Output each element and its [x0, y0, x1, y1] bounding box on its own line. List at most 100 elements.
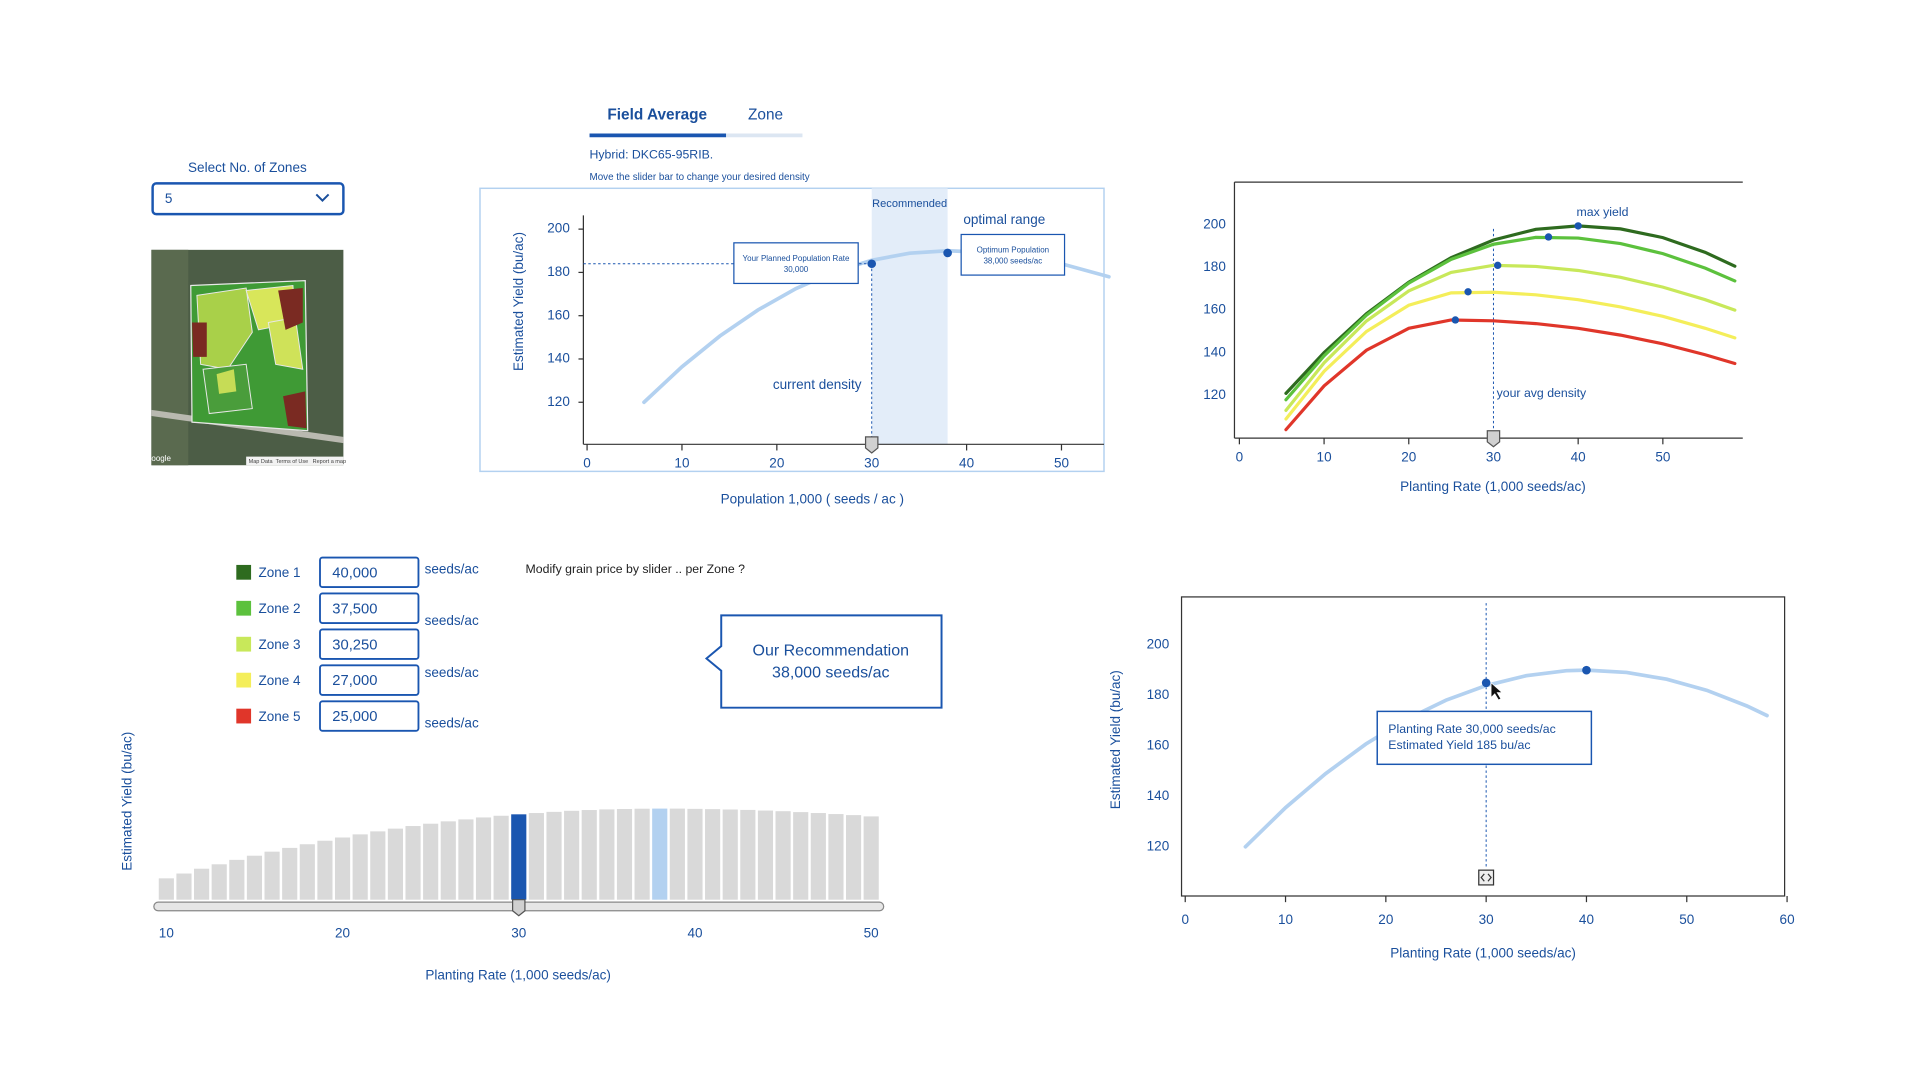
y-tick-label: 140	[1147, 788, 1170, 803]
y-tick-label: 120	[547, 394, 570, 409]
zone-rate: 25,000	[332, 709, 377, 725]
yield-bar	[705, 809, 721, 900]
zone-swatch	[236, 600, 252, 616]
yield-bar	[546, 811, 562, 900]
y-tick-label: 200	[1147, 637, 1170, 652]
yield-bar	[616, 808, 633, 900]
yield-bar	[246, 855, 263, 900]
yield-bar	[722, 809, 738, 900]
slider-handle[interactable]	[864, 436, 879, 454]
recommendation-box	[704, 614, 943, 709]
zone-name: Zone 5	[258, 709, 300, 724]
zone-curve	[1284, 318, 1737, 432]
yield-bar	[564, 810, 580, 900]
callout-box	[960, 233, 1066, 276]
zone-rate: 40,000	[332, 565, 377, 581]
callout-label: Optimum Population	[977, 246, 1049, 255]
y-tick-label: 160	[1203, 302, 1226, 317]
zone-curve	[1284, 290, 1737, 421]
yield-bar	[845, 815, 862, 900]
zone-dropdown[interactable]	[151, 182, 345, 216]
yield-bar	[334, 837, 351, 900]
yield-point	[1582, 665, 1591, 675]
yield-bar	[387, 828, 403, 900]
recommended-band	[871, 188, 948, 445]
x-tick-label: 50	[1054, 456, 1069, 471]
map-link[interactable]: Map Data	[249, 459, 274, 465]
x-tick-label: 50	[1655, 449, 1670, 464]
x-tick-label: 30	[1486, 449, 1501, 464]
zone-swatch	[236, 708, 252, 724]
slider-handle[interactable]	[1478, 869, 1495, 886]
zone-swatch	[236, 564, 252, 580]
y-tick-label: 140	[1203, 344, 1226, 359]
instruction: Move the slider bar to change your desir…	[590, 172, 810, 183]
annotation: your avg density	[1497, 386, 1587, 400]
zone-select-label: Select No. of Zones	[188, 160, 307, 175]
x-tick-label: 10	[1317, 449, 1332, 464]
y-axis-label: Estimated Yield (bu/ac)	[1108, 670, 1123, 809]
tooltip-box	[1376, 710, 1593, 766]
zone-rate: 37,500	[332, 601, 377, 617]
zone-rate-input[interactable]	[319, 628, 420, 660]
zone-curve	[1284, 263, 1737, 413]
zone-rate-input[interactable]	[319, 664, 420, 696]
map-link[interactable]: Report a map	[313, 459, 346, 465]
zone-name: Zone 4	[258, 673, 301, 688]
annotation: optimal range	[963, 212, 1045, 227]
x-tick-label: 30	[1479, 912, 1494, 927]
x-tick-label: 40	[1571, 449, 1586, 464]
slider-handle[interactable]	[1486, 430, 1501, 448]
x-tick-label: 0	[1236, 449, 1244, 464]
zone-rate-input[interactable]	[319, 592, 420, 624]
yield-bar	[475, 817, 492, 900]
field-map	[151, 249, 344, 466]
yield-bar	[652, 808, 668, 900]
x-axis-label: Population 1,000 ( seeds / ac )	[721, 491, 904, 506]
dropdown-chevron	[315, 193, 330, 203]
cursor	[1490, 681, 1504, 701]
map-attribution: oogle	[151, 454, 171, 463]
yield-bar	[317, 840, 333, 900]
peak-point	[1574, 222, 1582, 230]
yield-bar	[405, 826, 421, 900]
callout-label: Your Planned Population Rate	[743, 254, 850, 263]
x-tick-label: 20	[769, 456, 784, 471]
zone-rate: 27,000	[332, 673, 377, 689]
peak-point	[1451, 316, 1460, 324]
x-tick-label: 10	[674, 456, 689, 471]
yield-curve	[1243, 668, 1769, 849]
yield-point	[867, 259, 877, 269]
yield-bar	[194, 868, 210, 900]
peak-point	[1544, 233, 1553, 241]
rate-unit: seeds/ac	[425, 715, 479, 730]
yield-bar	[828, 814, 844, 900]
tab[interactable]: Zone	[748, 107, 783, 124]
peak-point	[1494, 261, 1502, 270]
y-tick-label: 180	[1147, 687, 1170, 702]
yield-bar	[634, 808, 650, 900]
map-link[interactable]: Terms of Use	[276, 459, 309, 465]
tab[interactable]: Field Average	[607, 107, 707, 124]
x-tick-label: 0	[1181, 912, 1189, 927]
yield-bar	[775, 811, 791, 900]
x-tick-label: 20	[335, 926, 350, 941]
y-tick-label: 200	[547, 221, 570, 236]
zone-swatch	[236, 672, 252, 688]
y-tick-label: 120	[1203, 387, 1226, 402]
slider-handle[interactable]	[512, 899, 526, 917]
yield-bar	[863, 816, 879, 900]
y-tick-label: 200	[1203, 216, 1226, 231]
y-tick-label: 160	[1147, 737, 1170, 752]
x-tick-label: 20	[1378, 912, 1393, 927]
yield-bar	[423, 823, 439, 900]
yield-bar	[158, 878, 174, 900]
x-tick-label: 10	[159, 926, 174, 941]
zone-swatch	[236, 636, 252, 652]
zone-name: Zone 3	[258, 637, 300, 652]
zone-rate-input[interactable]	[319, 556, 420, 589]
x-tick-label: 20	[1401, 449, 1416, 464]
zone-rate-input[interactable]	[319, 700, 420, 732]
y-tick-label: 160	[547, 307, 570, 322]
